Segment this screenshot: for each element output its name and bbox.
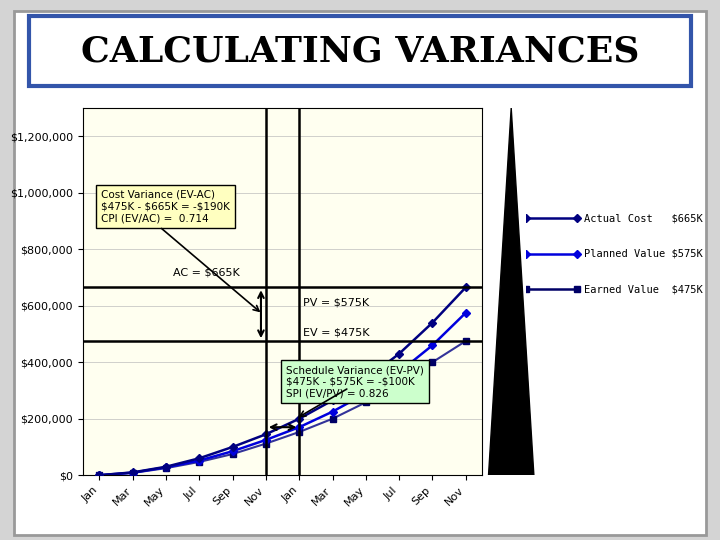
- Text: Schedule Variance (EV-PV)
$475K - $575K = -$100K
SPI (EV/PV) = 0.826: Schedule Variance (EV-PV) $475K - $575K …: [286, 365, 424, 398]
- Text: CALCULATING VARIANCES: CALCULATING VARIANCES: [81, 35, 639, 68]
- Polygon shape: [489, 108, 534, 475]
- Text: Cost Variance (EV-AC)
$475K - $665K = -$190K
CPI (EV/AC) =  0.714: Cost Variance (EV-AC) $475K - $665K = -$…: [101, 190, 230, 223]
- Text: Earned Value  $475K: Earned Value $475K: [585, 285, 703, 294]
- Text: Actual Cost   $665K: Actual Cost $665K: [585, 213, 703, 223]
- Text: PV = $575K: PV = $575K: [303, 298, 369, 308]
- Text: AC = $665K: AC = $665K: [173, 267, 239, 278]
- Text: EV = $475K: EV = $475K: [303, 328, 370, 338]
- FancyBboxPatch shape: [29, 16, 691, 86]
- Text: Planned Value $575K: Planned Value $575K: [585, 249, 703, 259]
